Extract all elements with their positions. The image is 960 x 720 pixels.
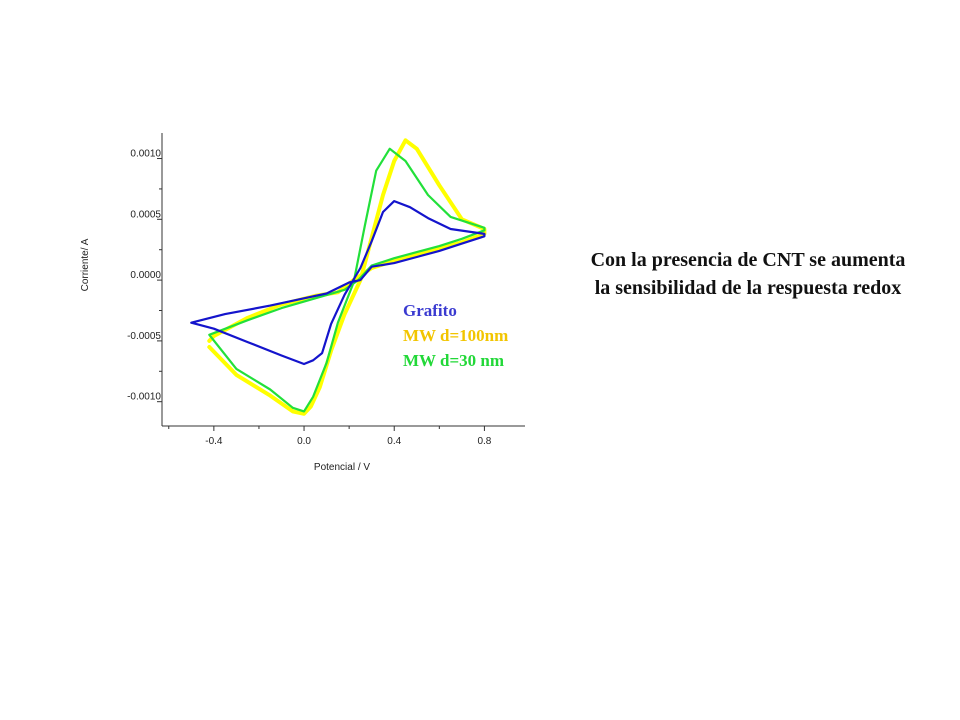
x-tick-label: 0.0 <box>297 436 311 447</box>
chart-axes: -0.4 0.0 0.4 0.8 0.0010 0.0005 0.0000 -0.0005 -0… <box>127 133 525 447</box>
y-tick-label: -0.0010 <box>127 392 161 403</box>
legend-entry: MW d=30 nm <box>403 351 504 370</box>
x-tick-label: 0.8 <box>477 436 491 447</box>
y-tick-label: 0.0000 <box>130 270 161 281</box>
y-tick-label: 0.0005 <box>130 209 161 220</box>
legend-entry: MW d=100nm <box>403 326 508 345</box>
x-axis-title: Potencial / V <box>314 462 370 473</box>
series-curve-2 <box>190 200 486 366</box>
legend-entry: Grafito <box>403 301 457 320</box>
x-tick-label: -0.4 <box>205 436 223 447</box>
chart-legend: Grafito MW d=100nm MW d=30 nm <box>403 301 508 370</box>
series-curve-0 <box>207 138 487 416</box>
x-tick-label: 0.4 <box>387 436 401 447</box>
chart-series <box>190 138 487 416</box>
y-axis-title: Corriente/ A <box>80 238 91 291</box>
y-tick-label: -0.0005 <box>127 331 161 342</box>
conclusion-note: Con la presencia de CNT se aumenta la se… <box>548 246 948 302</box>
conclusion-line-2: la sensibilidad de la respuesta redox <box>594 277 902 299</box>
conclusion-line-1: Con la presencia de CNT se aumenta <box>590 249 906 271</box>
y-tick-label: 0.0010 <box>130 149 161 160</box>
